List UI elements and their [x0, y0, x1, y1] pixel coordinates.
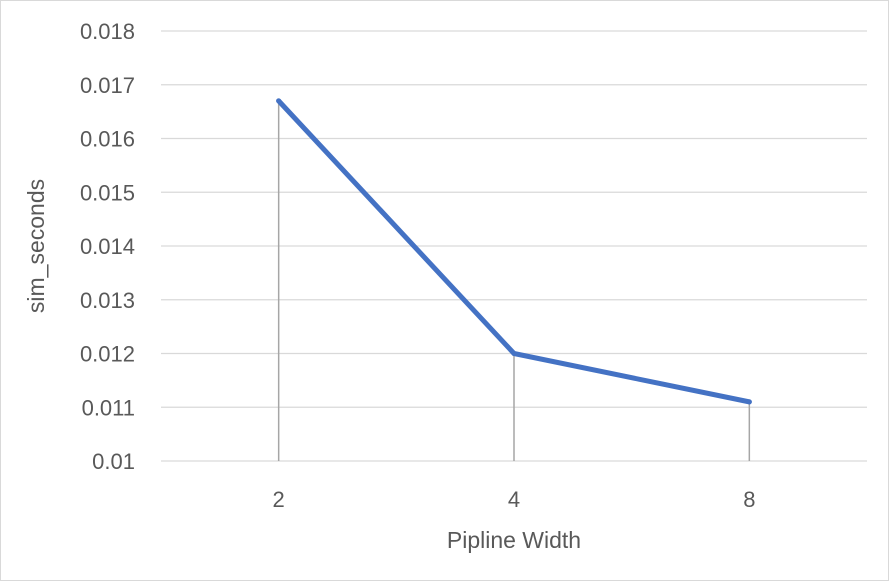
y-tick-label: 0.011 [82, 395, 135, 420]
data-point [276, 98, 282, 104]
y-tick-labels: 0.01 0.011 0.012 0.013 0.014 0.015 0.016 0.017 0… [80, 19, 135, 474]
y-tick-label: 0.01 [92, 449, 135, 474]
y-tick-label: 0.013 [80, 288, 135, 313]
drop-lines [277, 100, 751, 461]
y-tick-label: 0.018 [80, 19, 135, 44]
data-point [746, 399, 752, 405]
series-group [276, 98, 752, 405]
x-tick-label: 8 [743, 487, 755, 512]
x-axis-title: Pipline Width [447, 527, 581, 553]
y-tick-label: 0.017 [80, 73, 135, 98]
y-tick-label: 0.014 [80, 234, 135, 259]
y-tick-label: 0.012 [80, 342, 135, 367]
x-tick-label: 4 [508, 487, 520, 512]
x-tick-label: 2 [273, 487, 285, 512]
y-tick-label: 0.015 [80, 180, 135, 205]
y-axis-title: sim_seconds [23, 179, 49, 313]
x-tick-labels: 2 4 8 [273, 487, 756, 512]
y-tick-label: 0.016 [80, 127, 135, 152]
data-point [511, 351, 517, 356]
